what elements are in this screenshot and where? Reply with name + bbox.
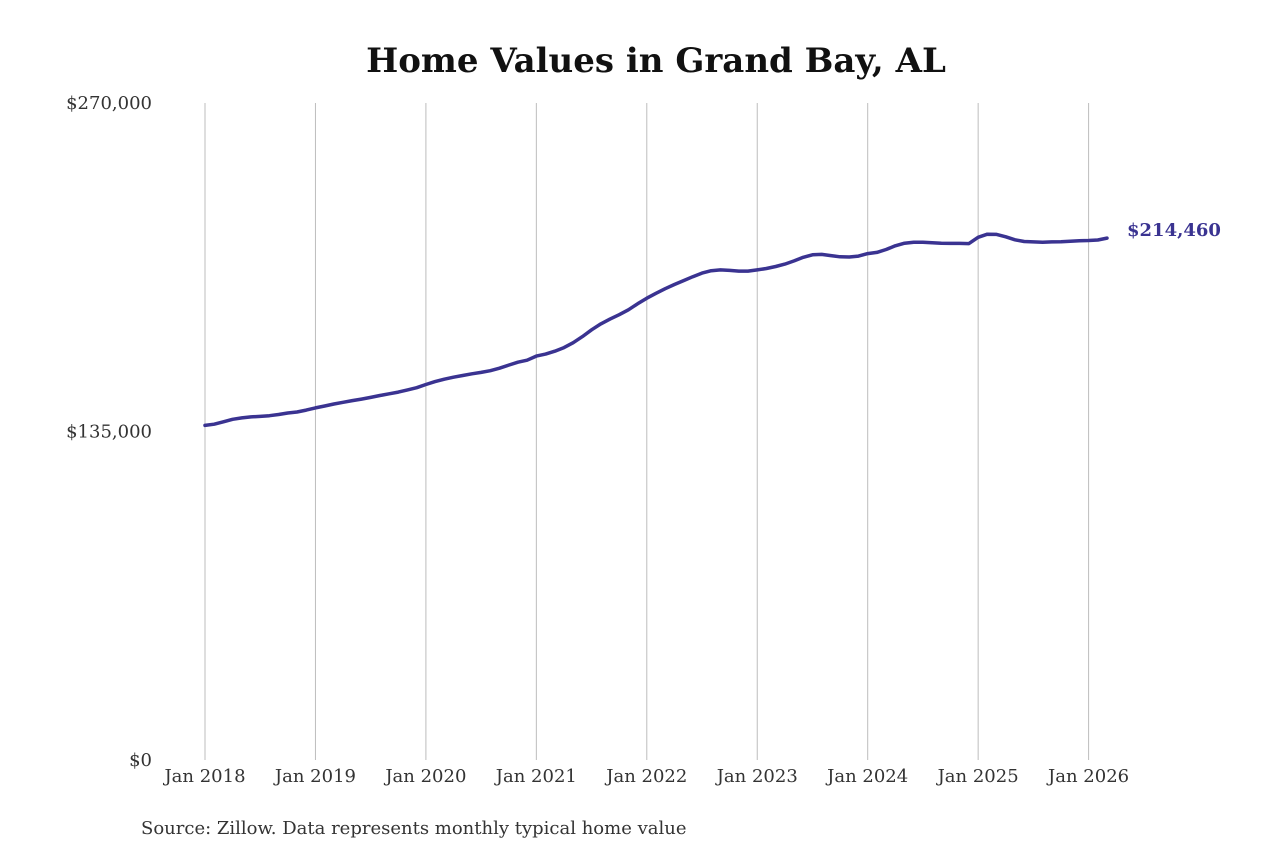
x-tick-label: Jan 2019 [273,766,356,787]
x-tick-label: Jan 2024 [825,766,908,787]
x-tick-label: Jan 2021 [494,766,577,787]
x-tick-label: Jan 2022 [604,766,687,787]
x-tick-label: Jan 2023 [715,766,798,787]
line-series [203,232,1109,428]
x-tick-label: Jan 2025 [936,766,1019,787]
x-tick-label: Jan 2020 [383,766,466,787]
x-tick-label: Jan 2018 [162,766,245,787]
x-tick-label: Jan 2026 [1046,766,1129,787]
value-label: $214,460 [1127,220,1221,241]
source-note: Source: Zillow. Data represents monthly … [141,818,687,839]
chart-title: Home Values in Grand Bay, AL [366,41,946,81]
y-tick-label: $270,000 [66,93,152,114]
y-tick-label: $0 [129,750,152,771]
y-tick-label: $135,000 [66,422,152,443]
